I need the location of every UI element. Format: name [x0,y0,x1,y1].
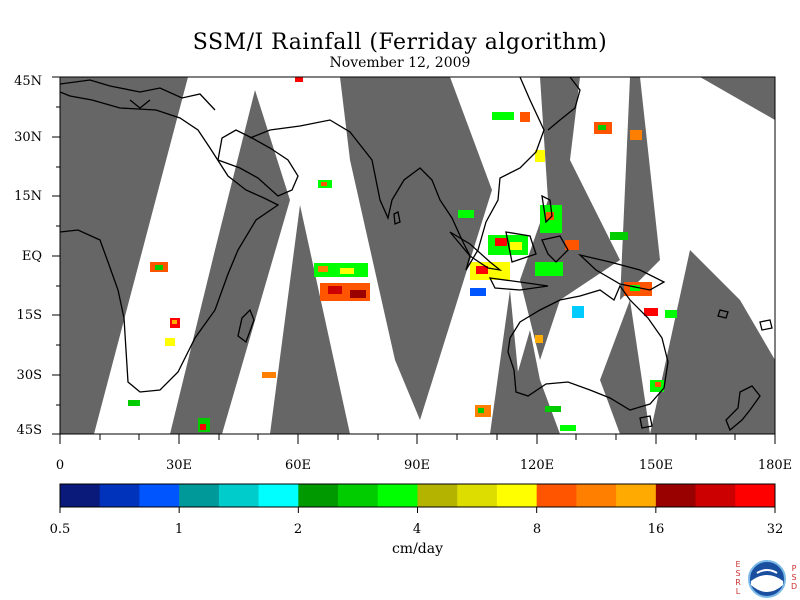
colorbar [59,483,776,513]
lon-label-0: 0 [55,458,65,473]
logo-letter-d: D [791,582,798,591]
colorbar-swatch [139,484,180,507]
lat-label-15s: 15S [16,308,42,323]
lat-label-30n: 30N [14,130,42,145]
colorbar-label-4: 4 [412,522,422,537]
rainfall-patches [128,77,677,432]
colorbar-swatch [60,484,101,507]
colorbar-swatch [695,484,736,507]
lat-ticks [52,76,60,435]
lat-label-eq: EQ [21,249,42,264]
colorbar-label-1: 1 [174,522,184,537]
colorbar-swatch [735,484,776,507]
lon-ticks [59,434,776,444]
logo-letter-r: R [735,578,741,587]
colorbar-swatch [576,484,617,507]
lon-label-180e: 180E [757,458,793,473]
colorbar-swatch [298,484,339,507]
colorbar-label-0.5: 0.5 [49,522,71,537]
lon-label-60e: 60E [284,458,312,473]
no-data-swaths [60,77,775,434]
colorbar-label-32: 32 [766,522,784,537]
colorbar-label-8: 8 [532,522,542,537]
colorbar-swatch [536,484,577,507]
colorbar-swatch [218,484,260,507]
colorbar-swatch [338,484,379,507]
lat-label-45s: 45S [16,423,42,438]
colorbar-swatch [258,484,299,507]
logo-letter-s: S [735,569,741,578]
colorbar-swatch [655,484,697,507]
map-title: SSM/I Rainfall (Ferriday algorithm) [192,30,608,55]
logo-letter-p: P [791,564,797,573]
logo-letter-s2: S [791,573,797,582]
colorbar-label-16: 16 [647,522,665,537]
noaa-logo-icon [748,560,786,598]
logo-letter-e: E [735,560,741,569]
colorbar-swatch [457,484,498,507]
logo-letter-l: L [735,587,741,596]
colorbar-swatch [496,484,538,507]
lon-label-120e: 120E [519,458,555,473]
colorbar-label-2: 2 [293,522,303,537]
lon-label-150e: 150E [638,458,674,473]
colorbar-swatch [417,484,458,507]
colorbar-swatch [99,484,140,507]
colorbar-swatch [179,484,220,507]
lon-label-90e: 90E [403,458,431,473]
lon-label-30e: 30E [165,458,193,473]
colorbar-swatch [616,484,657,507]
colorbar-units: cm/day [391,541,444,557]
map-date: November 12, 2009 [329,55,471,71]
colorbar-swatch [377,484,418,507]
lat-label-45n: 45N [14,74,42,89]
lat-label-30s: 30S [16,368,42,383]
noaa-esrl-psd-logo: E S R L P S D [733,557,800,600]
lat-label-15n: 15N [14,189,42,204]
land-outlines [59,76,773,432]
